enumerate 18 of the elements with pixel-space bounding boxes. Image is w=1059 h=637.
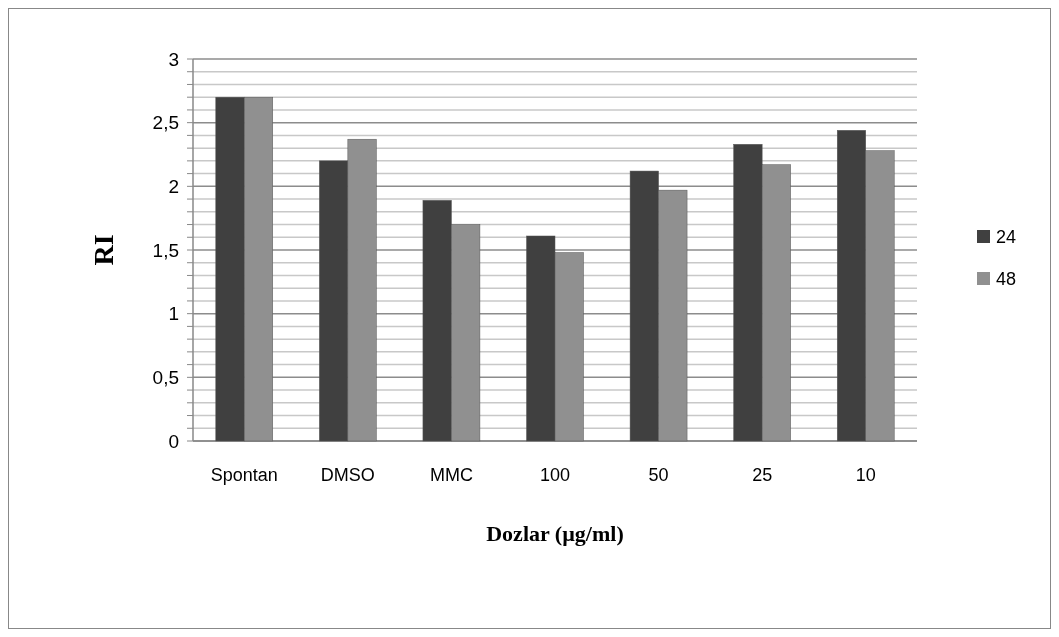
y-tick-label: 0 [168,430,179,452]
y-axis-title: RI [88,234,119,266]
x-tick-label: Spontan [210,465,278,485]
y-tick-label: 1 [168,303,179,325]
x-tick-label: DMSO [320,465,375,485]
x-tick-label: 25 [752,465,773,485]
x-tick-label: 100 [539,465,571,485]
y-tick-label: 1,5 [152,239,179,261]
legend-label: 48 [996,269,1017,290]
y-tick-label: 0,5 [152,366,179,388]
x-tick-label: 10 [855,465,876,485]
x-axis-title: Dozlar (µg/ml) [486,521,624,546]
y-tick-label: 2,5 [152,112,179,134]
y-tick-label: 3 [168,48,179,70]
legend-label: 24 [996,227,1017,248]
x-tick-label: MMC [429,465,473,485]
x-tick-label: 50 [648,465,669,485]
y-tick-label: 2 [168,175,179,197]
